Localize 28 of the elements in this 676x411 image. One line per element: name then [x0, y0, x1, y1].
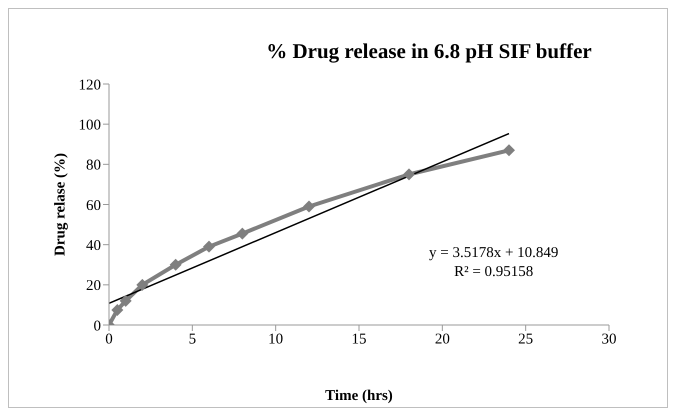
y-tick-label: 60 — [86, 198, 101, 214]
x-tick-label: 30 — [602, 332, 616, 348]
x-tick-label: 20 — [434, 332, 450, 348]
y-axis-title: Drug relase (%) — [52, 152, 68, 256]
point — [136, 278, 148, 291]
point — [236, 228, 248, 240]
y-tick-label: 0 — [94, 318, 101, 334]
annotation: y = 3.5178x + 10.849 — [429, 244, 558, 263]
y-tick-label: 20 — [86, 278, 101, 294]
x-tick-label: 5 — [188, 332, 196, 348]
point — [120, 294, 132, 307]
point — [403, 168, 415, 180]
x-tick-label: 10 — [268, 332, 284, 348]
point — [170, 258, 182, 271]
y-tick-label: 100 — [78, 117, 101, 134]
y-tick-label: 80 — [86, 158, 101, 174]
chart-title: % Drug release in 6.8 pH SIF buffer — [265, 39, 593, 64]
annotation: R² = 0.95158 — [453, 263, 534, 282]
point — [111, 304, 124, 316]
point — [503, 144, 515, 156]
y-tick-label: 40 — [86, 238, 101, 254]
x-axis-title: Time (hrs) — [325, 388, 393, 404]
y-tick-label: 120 — [78, 77, 101, 94]
point — [203, 240, 215, 253]
x-tick-label: 15 — [352, 332, 366, 348]
x-tick-label: 0 — [105, 332, 113, 348]
point — [303, 200, 315, 213]
x-tick-label: 25 — [518, 332, 534, 348]
